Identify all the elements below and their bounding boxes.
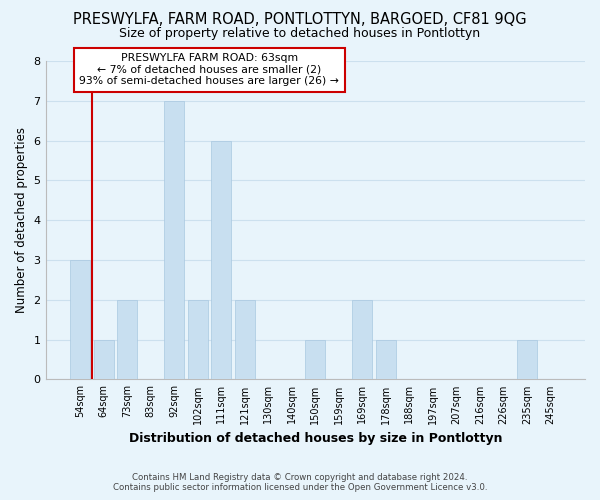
X-axis label: Distribution of detached houses by size in Pontlottyn: Distribution of detached houses by size …: [128, 432, 502, 445]
Bar: [235, 300, 255, 380]
Text: PRESWYLFA, FARM ROAD, PONTLOTTYN, BARGOED, CF81 9QG: PRESWYLFA, FARM ROAD, PONTLOTTYN, BARGOE…: [73, 12, 527, 28]
Bar: [517, 340, 537, 380]
Bar: [117, 300, 137, 380]
Bar: [305, 340, 325, 380]
Bar: [376, 340, 396, 380]
Bar: [188, 300, 208, 380]
Text: Size of property relative to detached houses in Pontlottyn: Size of property relative to detached ho…: [119, 28, 481, 40]
Bar: [94, 340, 113, 380]
Bar: [164, 101, 184, 379]
Text: Contains HM Land Registry data © Crown copyright and database right 2024.
Contai: Contains HM Land Registry data © Crown c…: [113, 473, 487, 492]
Bar: [211, 140, 231, 380]
Bar: [70, 260, 90, 380]
Y-axis label: Number of detached properties: Number of detached properties: [15, 127, 28, 313]
Bar: [352, 300, 373, 380]
Text: PRESWYLFA FARM ROAD: 63sqm
← 7% of detached houses are smaller (2)
93% of semi-d: PRESWYLFA FARM ROAD: 63sqm ← 7% of detac…: [79, 53, 340, 86]
